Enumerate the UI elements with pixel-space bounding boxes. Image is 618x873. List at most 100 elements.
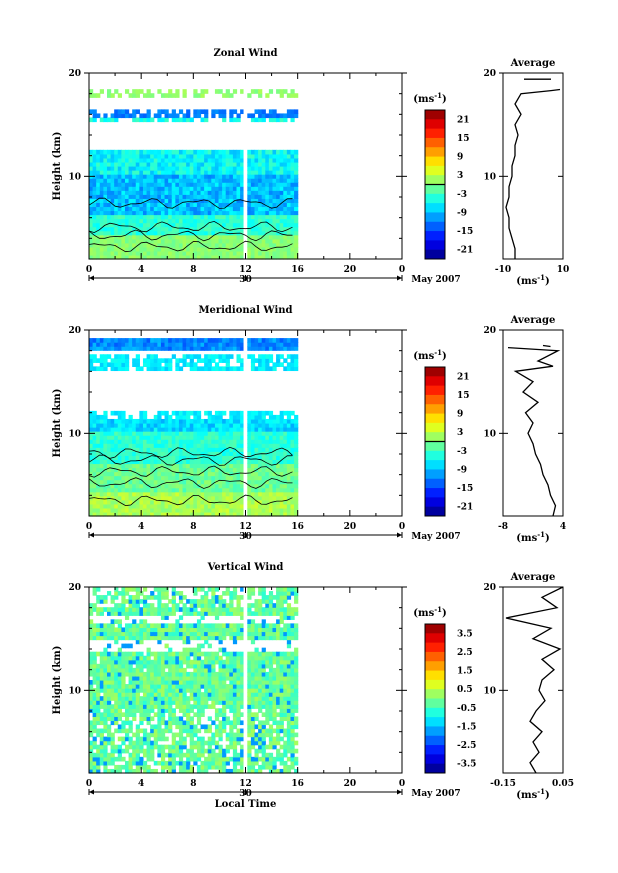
heatmap-cell	[117, 435, 122, 440]
heatmap-cell	[254, 503, 259, 509]
heatmap-cell	[182, 611, 187, 616]
heatmap-cell	[114, 431, 119, 436]
heatmap-cell	[96, 611, 101, 616]
heatmap-cell	[211, 696, 216, 701]
heatmap-cell	[214, 700, 220, 705]
heatmap-cell	[247, 439, 252, 444]
heatmap-cell	[182, 627, 187, 633]
heatmap-cell	[218, 744, 223, 750]
heatmap-cell	[229, 186, 234, 191]
heatmap-cell	[164, 149, 169, 155]
heatmap-cell	[135, 728, 140, 734]
heatmap-cell	[258, 471, 263, 477]
heatmap-cell	[150, 688, 155, 693]
heatmap-cell	[128, 161, 133, 167]
heatmap-cell	[128, 623, 133, 629]
heatmap-cell	[207, 511, 212, 517]
heatmap-cell	[164, 346, 169, 351]
heatmap-cell	[135, 663, 140, 669]
heatmap-cell	[175, 511, 180, 517]
heatmap-cell	[200, 451, 205, 456]
heatmap-cell	[204, 627, 209, 633]
heatmap-cell	[124, 692, 130, 697]
heatmap-cell	[254, 226, 259, 232]
heatmap-cell	[193, 704, 198, 709]
heatmap-cell	[139, 635, 144, 641]
heatmap-cell	[193, 459, 198, 465]
heatmap-cell	[164, 218, 169, 224]
heatmap-cell	[117, 651, 122, 657]
colorbar-segment	[425, 231, 445, 241]
heatmap-cell	[110, 491, 115, 497]
heatmap-cell	[117, 218, 122, 224]
heatmap-cell	[232, 479, 238, 485]
heatmap-cell	[294, 418, 299, 424]
heatmap-cell	[196, 684, 202, 689]
heatmap-cell	[229, 170, 234, 175]
heatmap-cell	[168, 238, 173, 244]
heatmap-cell	[103, 455, 108, 460]
heatmap-cell	[89, 418, 94, 424]
heatmap-cell	[106, 161, 112, 167]
heatmap-cell	[132, 254, 137, 260]
heatmap-cell	[222, 202, 227, 208]
heatmap-cell	[135, 475, 140, 481]
heatmap-cell	[193, 174, 198, 179]
heatmap-cell	[89, 507, 94, 513]
heatmap-cell	[124, 655, 130, 661]
heatmap-cell	[164, 362, 169, 367]
heatmap-cell	[286, 178, 292, 183]
heatmap-cell	[283, 161, 288, 167]
panel-title: Meridional Wind	[198, 305, 292, 316]
heatmap-cell	[99, 190, 104, 195]
heatmap-cell	[114, 487, 119, 493]
heatmap-cell	[279, 495, 284, 501]
heatmap-cell	[268, 447, 274, 452]
heatmap-cell	[110, 250, 115, 256]
heatmap-cell	[103, 736, 108, 742]
heatmap-cell	[279, 113, 284, 119]
heatmap-cell	[182, 218, 187, 224]
heatmap-cell	[265, 218, 270, 224]
heatmap-cell	[160, 93, 166, 98]
heatmap-cell	[236, 182, 241, 187]
heatmap-cell	[175, 491, 180, 497]
heatmap-cell	[250, 170, 256, 175]
heatmap-cell	[204, 109, 209, 115]
heatmap-cell	[207, 740, 212, 746]
heatmap-cell	[225, 358, 230, 363]
heatmap-cell	[92, 760, 97, 766]
heatmap-cell	[236, 117, 241, 123]
heatmap-cell	[153, 366, 158, 372]
heatmap-cell	[128, 459, 133, 465]
heatmap-cell	[279, 161, 284, 167]
heatmap-cell	[157, 174, 162, 179]
heatmap-cell	[211, 720, 216, 726]
heatmap-cell	[272, 206, 277, 212]
heatmap-cell	[160, 603, 166, 608]
heatmap-cell	[196, 210, 202, 216]
heatmap-cell	[157, 459, 162, 465]
heatmap-cell	[272, 455, 277, 460]
heatmap-cell	[110, 238, 115, 244]
heatmap-cell	[150, 635, 155, 641]
heatmap-cell	[286, 153, 292, 159]
heatmap-cell	[290, 109, 295, 115]
heatmap-cell	[283, 206, 288, 212]
heatmap-cell	[178, 748, 184, 754]
heatmap-cell	[153, 346, 158, 351]
heatmap-cell	[121, 704, 126, 709]
heatmap-cell	[207, 675, 212, 681]
heatmap-cell	[186, 414, 191, 420]
heatmap-cell	[294, 234, 299, 240]
heatmap-cell	[236, 410, 241, 416]
heatmap-cell	[168, 157, 173, 163]
heatmap-cell	[211, 242, 216, 248]
heatmap-cell	[135, 631, 140, 637]
heatmap-cell	[207, 170, 212, 175]
heatmap-cell	[153, 439, 158, 444]
heatmap-cell	[211, 190, 216, 195]
heatmap-cell	[283, 182, 288, 187]
heatmap-cell	[164, 675, 169, 681]
heatmap-cell	[232, 459, 238, 465]
